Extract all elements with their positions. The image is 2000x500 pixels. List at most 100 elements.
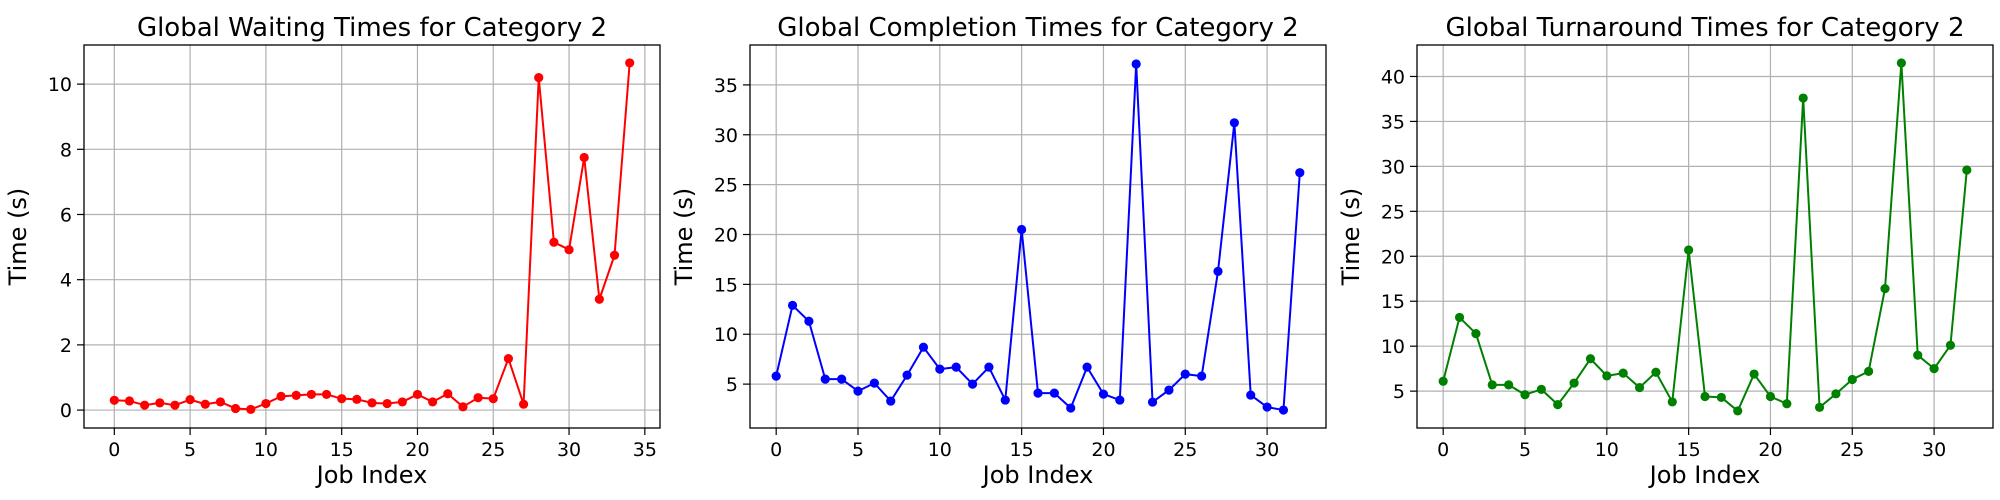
data-point <box>853 386 863 396</box>
data-point <box>443 389 453 399</box>
chart-title: Global Waiting Times for Category 2 <box>137 13 607 43</box>
data-point <box>579 152 589 163</box>
x-tick-label: 5 <box>852 439 864 461</box>
data-point <box>564 245 574 255</box>
data-point <box>1814 402 1825 412</box>
data-point <box>397 397 407 407</box>
data-point <box>837 374 847 384</box>
data-point <box>473 393 483 403</box>
data-point <box>1733 406 1743 416</box>
data-point <box>1798 93 1808 103</box>
data-point <box>503 353 514 364</box>
x-tick-label: 25 <box>1173 439 1197 461</box>
x-tick-label: 10 <box>1595 439 1619 461</box>
y-tick-label: 2 <box>60 335 72 357</box>
data-point <box>306 389 316 400</box>
chart-title: Global Turnaround Times for Category 2 <box>1445 13 1964 43</box>
data-point <box>886 396 896 406</box>
data-point <box>1295 168 1305 178</box>
data-point <box>367 398 377 408</box>
data-point <box>276 391 286 401</box>
data-point <box>1471 328 1481 339</box>
data-point <box>1536 384 1546 394</box>
data-point <box>352 394 362 404</box>
x-axis-label: Job Index <box>981 461 1094 489</box>
data-point <box>534 72 544 83</box>
data-point <box>1115 395 1125 405</box>
chart-completion-times: 0 5 10 15 20 25 30 5 10 15 20 25 30 35 Global Completi… <box>670 13 1327 489</box>
data-point <box>1716 392 1726 403</box>
data-point <box>246 404 256 415</box>
data-point <box>1131 59 1141 69</box>
data-point <box>185 395 195 405</box>
data-point <box>1913 350 1923 360</box>
y-tick-label: 10 <box>714 324 738 346</box>
series-line <box>114 62 631 411</box>
x-tick-label: 30 <box>1255 439 1279 461</box>
data-point <box>625 58 635 68</box>
data-point <box>412 389 423 400</box>
y-tick-label: 8 <box>60 139 72 161</box>
x-tick-label: 10 <box>928 439 952 461</box>
data-point <box>902 370 912 380</box>
data-point <box>1618 368 1628 378</box>
x-tick-label: 0 <box>1437 439 1449 461</box>
y-tick-label: 40 <box>1381 66 1405 88</box>
data-point <box>1033 388 1043 398</box>
data-point <box>1569 378 1579 388</box>
x-tick-label: 25 <box>481 439 505 461</box>
data-point <box>1684 245 1694 255</box>
data-point <box>1896 58 1906 68</box>
data-point <box>951 362 961 372</box>
data-point <box>1180 369 1190 379</box>
data-point <box>1700 391 1710 402</box>
data-point <box>1098 389 1109 399</box>
y-tick-label: 20 <box>1381 246 1405 268</box>
data-point <box>967 379 978 389</box>
data-point <box>1880 284 1890 294</box>
data-point <box>1782 399 1792 409</box>
data-point <box>382 398 392 409</box>
data-point <box>1164 385 1174 395</box>
data-point <box>1504 380 1514 390</box>
data-point <box>1262 402 1272 412</box>
x-tick-label: 30 <box>1922 439 1946 461</box>
y-tick-label: 30 <box>1381 156 1405 178</box>
y-tick-label: 5 <box>1393 381 1405 403</box>
x-tick-label: 5 <box>1519 439 1531 461</box>
data-point <box>1000 395 1010 405</box>
y-axis-label: Time (s) <box>1337 188 1365 287</box>
x-tick-label: 15 <box>330 439 354 461</box>
data-point <box>1454 312 1465 323</box>
data-point <box>1082 362 1092 372</box>
y-axis-label: Time (s) <box>4 188 32 287</box>
data-point <box>1749 369 1759 379</box>
plot-frame <box>83 44 661 429</box>
plot-frame <box>749 44 1327 429</box>
data-point <box>1962 165 1972 175</box>
data-point <box>1213 266 1223 277</box>
data-point <box>1197 371 1207 381</box>
data-point <box>1831 389 1841 399</box>
data-point <box>918 342 929 352</box>
series-line <box>775 62 1301 412</box>
data-point <box>291 390 301 401</box>
data-point <box>1246 390 1256 400</box>
data-point <box>230 403 241 414</box>
y-tick-label: 4 <box>60 270 72 292</box>
data-point <box>594 294 604 304</box>
y-tick-label: 25 <box>1381 201 1405 223</box>
data-point <box>549 237 559 247</box>
y-tick-label: 35 <box>714 75 738 97</box>
y-tick-label: 6 <box>60 204 72 226</box>
data-point <box>458 402 468 412</box>
data-point <box>155 398 165 408</box>
data-point <box>140 400 150 410</box>
x-tick-label: 35 <box>633 439 657 461</box>
data-point <box>804 316 814 326</box>
plot-frame <box>1416 44 1994 429</box>
x-tick-label: 15 <box>1010 439 1034 461</box>
x-axis-label: Job Index <box>1648 461 1761 489</box>
data-point <box>1520 390 1530 400</box>
